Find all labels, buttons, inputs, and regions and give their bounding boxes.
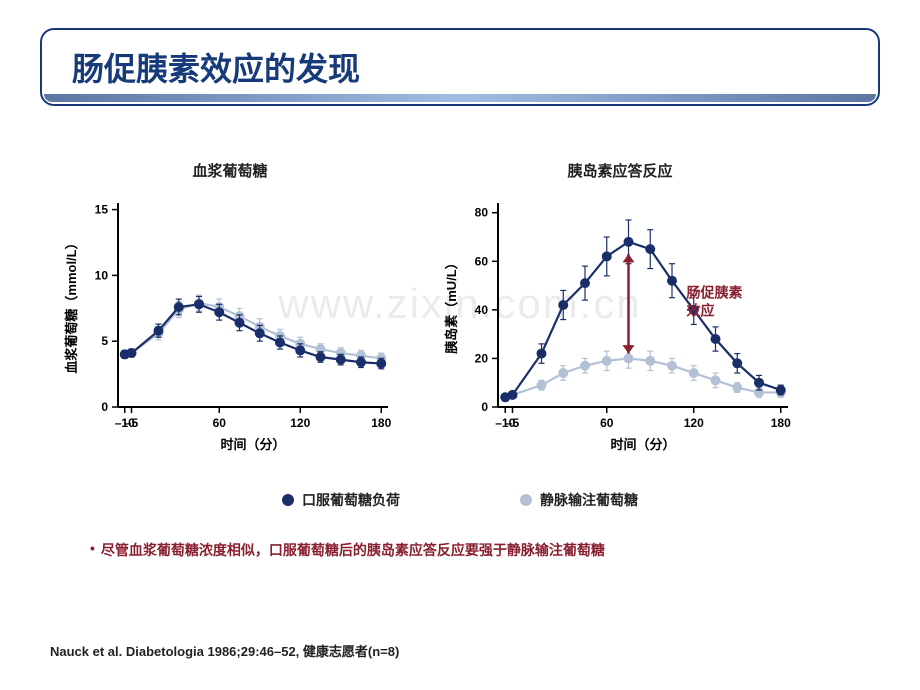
chart-left: 051015–10–560120180时间（分）血浆葡萄糖（mmol/L） [60, 193, 400, 453]
bullet-note: • 尽管血浆葡萄糖浓度相似，口服葡萄糖后的胰岛素应答反应要强于静脉输注葡萄糖 [90, 540, 605, 560]
svg-text:–5: –5 [506, 416, 520, 430]
svg-text:–5: –5 [125, 416, 139, 430]
citation: Nauck et al. Diabetologia 1986;29:46–52,… [50, 641, 399, 660]
chart-left-wrap: 血浆葡萄糖 051015–10–560120180时间（分）血浆葡萄糖（mmol… [60, 160, 400, 453]
svg-text:时间（分）: 时间（分） [220, 437, 285, 452]
svg-text:10: 10 [95, 268, 109, 282]
svg-text:20: 20 [475, 351, 489, 365]
legend-iv-dot [520, 494, 532, 506]
svg-text:肠促胰素: 肠促胰素 [687, 285, 743, 301]
bullet-text: 尽管血浆葡萄糖浓度相似，口服葡萄糖后的胰岛素应答反应要强于静脉输注葡萄糖 [101, 540, 605, 560]
svg-text:胰岛素（mU/L）: 胰岛素（mU/L） [444, 256, 459, 354]
charts-row: 血浆葡萄糖 051015–10–560120180时间（分）血浆葡萄糖（mmol… [60, 160, 800, 453]
legend-oral: 口服葡萄糖负荷 [282, 490, 400, 510]
svg-text:5: 5 [101, 334, 108, 348]
svg-text:120: 120 [290, 416, 310, 430]
bullet-dot: • [90, 540, 95, 556]
chart-left-title: 血浆葡萄糖 [192, 160, 267, 181]
svg-text:120: 120 [684, 416, 704, 430]
svg-text:60: 60 [475, 254, 489, 268]
svg-text:180: 180 [371, 416, 391, 430]
chart-right-wrap: 胰岛素应答反应 020406080–10–560120180时间（分）胰岛素（m… [440, 160, 800, 453]
svg-text:15: 15 [95, 203, 109, 217]
legend-oral-dot [282, 494, 294, 506]
title-box: 肠促胰素效应的发现 [40, 28, 880, 106]
chart-right: 020406080–10–560120180时间（分）胰岛素（mU/L）肠促胰素… [440, 193, 800, 453]
svg-text:60: 60 [600, 416, 614, 430]
legend: 口服葡萄糖负荷 静脉输注葡萄糖 [0, 490, 920, 510]
svg-text:60: 60 [213, 416, 227, 430]
chart-right-title: 胰岛素应答反应 [567, 160, 672, 181]
svg-text:80: 80 [475, 206, 489, 220]
legend-oral-label: 口服葡萄糖负荷 [302, 490, 400, 510]
svg-text:时间（分）: 时间（分） [610, 437, 675, 452]
svg-text:血浆葡萄糖（mmol/L）: 血浆葡萄糖（mmol/L） [64, 236, 79, 373]
legend-iv-label: 静脉输注葡萄糖 [540, 490, 638, 510]
page-title: 肠促胰素效应的发现 [72, 44, 360, 90]
svg-text:180: 180 [771, 416, 791, 430]
svg-text:效应: 效应 [687, 303, 715, 319]
svg-text:40: 40 [475, 303, 489, 317]
svg-text:0: 0 [101, 400, 108, 414]
legend-iv: 静脉输注葡萄糖 [520, 490, 638, 510]
svg-text:0: 0 [481, 400, 488, 414]
